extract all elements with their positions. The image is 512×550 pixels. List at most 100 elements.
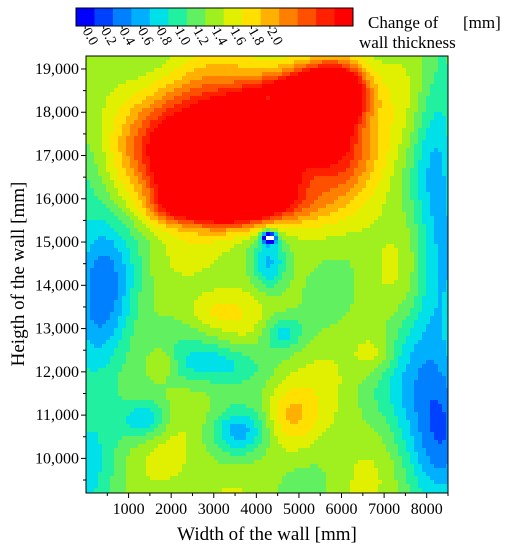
heatmap-cell bbox=[210, 72, 215, 77]
heatmap-cell bbox=[98, 244, 103, 249]
heatmap-cell bbox=[278, 196, 283, 201]
heatmap-cell bbox=[218, 224, 223, 229]
heatmap-cell bbox=[122, 80, 127, 85]
heatmap-cell bbox=[242, 260, 247, 265]
heatmap-cell bbox=[138, 240, 143, 245]
heatmap-cell bbox=[414, 92, 419, 97]
heatmap-cell bbox=[442, 268, 447, 273]
heatmap-cell bbox=[358, 208, 363, 213]
heatmap-cell bbox=[366, 212, 371, 217]
heatmap-cell bbox=[278, 220, 283, 225]
heatmap-cell bbox=[190, 172, 195, 177]
heatmap-cell bbox=[234, 104, 239, 109]
heatmap-cell bbox=[286, 140, 291, 145]
heatmap-cell bbox=[206, 56, 211, 61]
heatmap-cell bbox=[326, 200, 331, 205]
heatmap-cell bbox=[234, 232, 239, 237]
heatmap-cell bbox=[270, 116, 275, 121]
heatmap-cell bbox=[290, 108, 295, 113]
heatmap-cell bbox=[422, 260, 427, 265]
heatmap-cell bbox=[242, 104, 247, 109]
heatmap-cell bbox=[394, 100, 399, 105]
heatmap-cell bbox=[294, 96, 299, 101]
heatmap-cell bbox=[298, 208, 303, 213]
heatmap-cell bbox=[418, 136, 423, 141]
heatmap-cell bbox=[442, 192, 447, 197]
heatmap-cell bbox=[278, 200, 283, 205]
heatmap-cell bbox=[238, 268, 243, 273]
heatmap-cell bbox=[430, 232, 435, 237]
heatmap-cell bbox=[134, 232, 139, 237]
heatmap-cell bbox=[258, 56, 263, 61]
heatmap-cell bbox=[178, 148, 183, 153]
heatmap-cell bbox=[294, 260, 299, 265]
heatmap-cell bbox=[110, 184, 115, 189]
heatmap-cell bbox=[278, 84, 283, 89]
heatmap-cell bbox=[186, 84, 191, 89]
heatmap-cell bbox=[182, 92, 187, 97]
heatmap-cell bbox=[314, 200, 319, 205]
heatmap-cell bbox=[406, 260, 411, 265]
heatmap-cell bbox=[150, 228, 155, 233]
heatmap-cell bbox=[238, 72, 243, 77]
heatmap-cell bbox=[102, 176, 107, 181]
heatmap-cell bbox=[442, 96, 447, 101]
heatmap-cell bbox=[442, 204, 447, 209]
heatmap-cell bbox=[390, 268, 395, 273]
heatmap-cell bbox=[202, 132, 207, 137]
heatmap-cell bbox=[290, 128, 295, 133]
heatmap-cell bbox=[270, 80, 275, 85]
heatmap-cell bbox=[358, 200, 363, 205]
heatmap-cell bbox=[158, 156, 163, 161]
heatmap-cell bbox=[398, 228, 403, 233]
heatmap-cell bbox=[202, 216, 207, 221]
heatmap-cell bbox=[414, 96, 419, 101]
heatmap-cell bbox=[322, 176, 327, 181]
heatmap-cell bbox=[402, 68, 407, 73]
heatmap-cell bbox=[206, 104, 211, 109]
heatmap-cell bbox=[370, 244, 375, 249]
heatmap-cell bbox=[442, 140, 447, 145]
heatmap-cell bbox=[294, 104, 299, 109]
heatmap-cell bbox=[338, 224, 343, 229]
heatmap-cell bbox=[302, 188, 307, 193]
heatmap-cell bbox=[322, 184, 327, 189]
heatmap-cell bbox=[266, 80, 271, 85]
heatmap-cell bbox=[226, 144, 231, 149]
heatmap-cell bbox=[178, 140, 183, 145]
heatmap-cell bbox=[430, 236, 435, 241]
heatmap-cell bbox=[254, 112, 259, 117]
heatmap-cell bbox=[354, 264, 359, 269]
heatmap-cell bbox=[430, 252, 435, 257]
heatmap-cell bbox=[338, 68, 343, 73]
heatmap-cell bbox=[418, 264, 423, 269]
heatmap-cell bbox=[114, 132, 119, 137]
heatmap-cell bbox=[234, 116, 239, 121]
heatmap-cell bbox=[162, 244, 167, 249]
heatmap-cell bbox=[298, 200, 303, 205]
heatmap-cell bbox=[358, 76, 363, 81]
heatmap-cell bbox=[146, 224, 151, 229]
heatmap-cell bbox=[314, 116, 319, 121]
heatmap-cell bbox=[438, 156, 443, 161]
heatmap-cell bbox=[142, 132, 147, 137]
heatmap-cell bbox=[342, 140, 347, 145]
heatmap-cell bbox=[350, 72, 355, 77]
heatmap-cell bbox=[150, 88, 155, 93]
heatmap-cell bbox=[254, 180, 259, 185]
heatmap-cell bbox=[414, 224, 419, 229]
heatmap-cell bbox=[162, 60, 167, 65]
heatmap-cell bbox=[298, 216, 303, 221]
heatmap-cell bbox=[210, 132, 215, 137]
heatmap-cell bbox=[410, 232, 415, 237]
heatmap-cell bbox=[202, 144, 207, 149]
heatmap-cell bbox=[330, 208, 335, 213]
heatmap-cell bbox=[166, 72, 171, 77]
heatmap-cell bbox=[438, 100, 443, 105]
heatmap-cell bbox=[354, 132, 359, 137]
heatmap-cell bbox=[390, 104, 395, 109]
heatmap-cell bbox=[190, 252, 195, 257]
heatmap-cell bbox=[394, 68, 399, 73]
heatmap-cell bbox=[422, 172, 427, 177]
heatmap-cell bbox=[242, 228, 247, 233]
